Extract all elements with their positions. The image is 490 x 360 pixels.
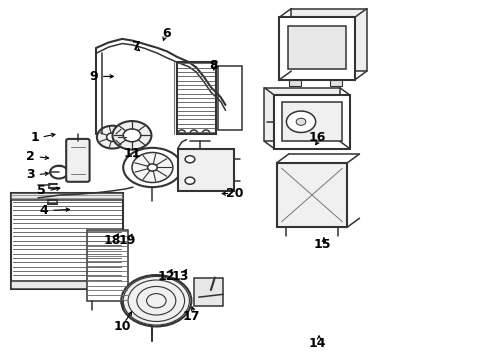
Text: 9: 9 bbox=[90, 70, 98, 83]
Circle shape bbox=[113, 121, 151, 150]
Circle shape bbox=[185, 156, 195, 163]
Text: 20: 20 bbox=[225, 187, 243, 200]
Circle shape bbox=[296, 118, 306, 125]
Circle shape bbox=[123, 129, 141, 142]
Text: 18: 18 bbox=[104, 234, 121, 247]
Circle shape bbox=[185, 177, 195, 184]
Bar bbox=[274, 95, 350, 149]
Bar bbox=[282, 102, 343, 141]
Bar bbox=[11, 193, 123, 201]
FancyBboxPatch shape bbox=[66, 139, 90, 182]
Text: 17: 17 bbox=[183, 310, 200, 323]
Text: 8: 8 bbox=[209, 59, 218, 72]
Bar bbox=[11, 281, 123, 289]
Bar bbox=[265, 88, 340, 141]
Text: 11: 11 bbox=[123, 147, 141, 160]
Bar bbox=[279, 18, 355, 80]
Bar bbox=[11, 193, 123, 289]
Circle shape bbox=[97, 126, 128, 149]
Bar bbox=[178, 149, 234, 192]
Text: 14: 14 bbox=[308, 337, 326, 350]
Bar bbox=[194, 278, 223, 306]
Bar bbox=[288, 26, 346, 69]
Circle shape bbox=[287, 111, 316, 132]
Text: 6: 6 bbox=[162, 27, 171, 40]
Text: 3: 3 bbox=[26, 168, 35, 181]
Circle shape bbox=[107, 133, 118, 141]
Text: 15: 15 bbox=[313, 238, 331, 251]
Circle shape bbox=[50, 166, 68, 179]
Circle shape bbox=[147, 164, 157, 171]
Circle shape bbox=[121, 275, 192, 327]
Bar bbox=[277, 163, 347, 227]
Text: 10: 10 bbox=[114, 320, 131, 333]
Text: 13: 13 bbox=[172, 270, 189, 283]
Text: 4: 4 bbox=[40, 204, 49, 217]
Text: 12: 12 bbox=[157, 270, 175, 283]
Text: 2: 2 bbox=[26, 150, 35, 163]
Text: 16: 16 bbox=[308, 131, 326, 144]
Bar bbox=[289, 80, 301, 86]
Bar bbox=[218, 66, 242, 130]
Bar bbox=[291, 9, 367, 71]
Bar bbox=[177, 62, 216, 134]
Bar bbox=[87, 230, 128, 301]
Text: 19: 19 bbox=[119, 234, 136, 247]
Text: 5: 5 bbox=[37, 184, 46, 197]
Bar bbox=[330, 80, 343, 86]
Text: 1: 1 bbox=[30, 131, 39, 144]
Circle shape bbox=[132, 153, 173, 183]
Text: 7: 7 bbox=[131, 40, 140, 53]
